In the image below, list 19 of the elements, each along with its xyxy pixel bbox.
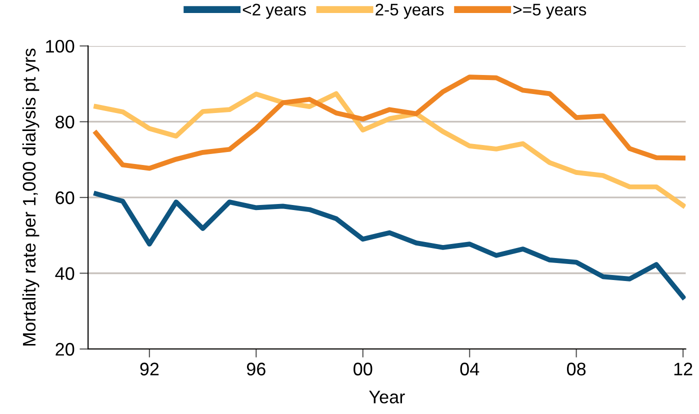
y-tick-label: 20 bbox=[56, 342, 74, 356]
line-series bbox=[94, 74, 686, 171]
x-tick-label: 96 bbox=[246, 362, 266, 376]
legend-label: >=5 years bbox=[513, 4, 586, 19]
y-tick-label: 40 bbox=[55, 267, 74, 280]
line-series bbox=[94, 191, 686, 300]
y-axis-title: Mortality rate per 1,000 dialysis pt yrs bbox=[22, 48, 40, 346]
x-axis-title: Year bbox=[369, 390, 405, 404]
line-series bbox=[94, 91, 686, 208]
x-tick-label: 92 bbox=[140, 362, 159, 376]
y-tick-label: 80 bbox=[56, 116, 74, 128]
y-tick-label: 60 bbox=[56, 191, 74, 204]
x-tick-label: 08 bbox=[566, 362, 586, 376]
legend-label: 2-5 years bbox=[376, 4, 444, 19]
y-tick-label: 100 bbox=[46, 40, 74, 53]
x-tick-label: 00 bbox=[354, 362, 372, 376]
legend-label: <2 years bbox=[242, 4, 306, 19]
x-tick-label: 04 bbox=[460, 362, 480, 376]
x-tick-label: 12 bbox=[674, 362, 692, 376]
